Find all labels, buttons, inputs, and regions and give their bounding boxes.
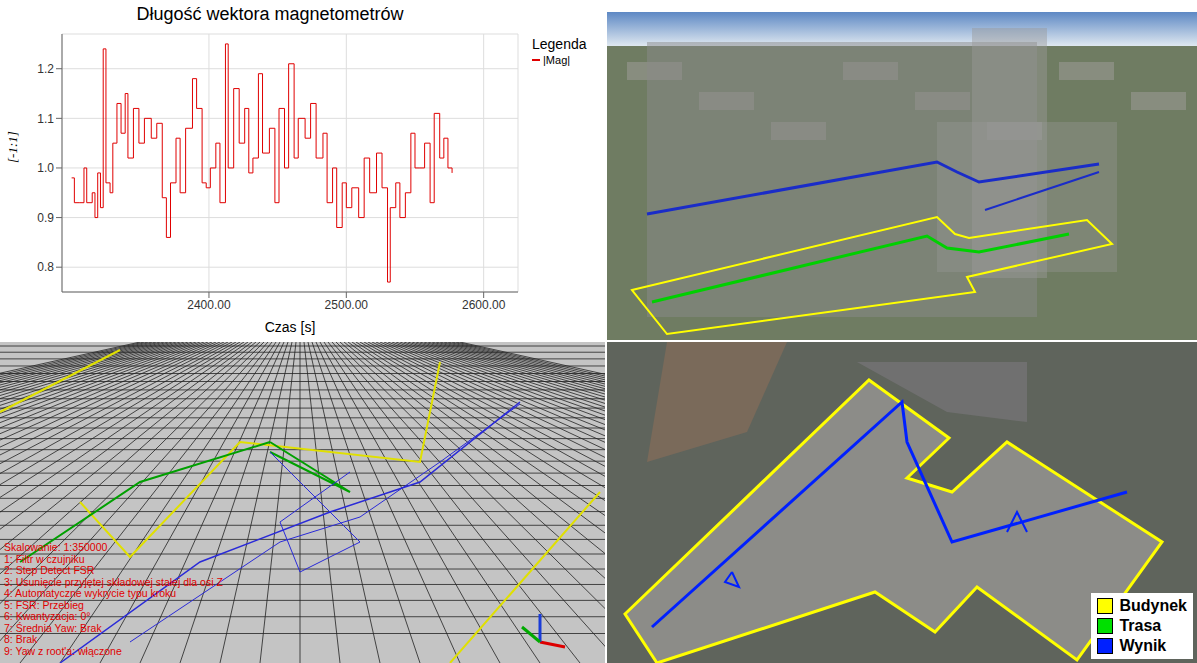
html-text:Wynik: Wynik: [1119, 637, 1167, 654]
html-text:8: Brak: 8: Brak: [4, 633, 38, 645]
html-text:|Mag|: |Mag|: [543, 54, 571, 66]
html-text:9: Yaw z root'a: włączone: 9: Yaw z root'a: włączone: [4, 644, 122, 657]
html-text:7: Średnia Yaw: Brak: 7: Średnia Yaw: Brak: [4, 621, 102, 634]
svg-text:2400.00: 2400.00: [187, 298, 231, 312]
html-text:Długość wektora magnetometrów: Długość wektora magnetometrów: [136, 4, 404, 24]
html-text:3: Usunięcie przyjętej składow: 3: Usunięcie przyjętej składowej stałej …: [4, 575, 223, 588]
svg-text:0.9: 0.9: [37, 211, 54, 225]
html-text:Skalowanie: 1:350000: Skalowanie: 1:350000: [4, 541, 108, 553]
html-text:6: Kwantyzacja: 0°: 6: Kwantyzacja: 0°: [4, 610, 91, 622]
html-text:Legenda: Legenda: [532, 36, 587, 52]
svg-text:[-1:1]: [-1:1]: [5, 131, 20, 163]
html-text:5: FSR: Przebieg: 5: FSR: Przebieg: [4, 598, 84, 611]
svg-text:1.0: 1.0: [37, 161, 54, 175]
svg-text:2600.00: 2600.00: [462, 298, 506, 312]
svg-text:Czas [s]: Czas [s]: [265, 319, 316, 335]
svg-text:1.2: 1.2: [37, 62, 54, 76]
svg-text:0.8: 0.8: [37, 260, 54, 274]
svg-text:1.1: 1.1: [37, 112, 54, 126]
html-text:2: Step Detect FSR: 2: Step Detect FSR: [4, 564, 95, 576]
html-text:Budynek: Budynek: [1119, 597, 1187, 614]
html-text:Trasa: Trasa: [1119, 617, 1162, 634]
html-text:1: Filtr w czujniku: 1: Filtr w czujniku: [4, 552, 85, 565]
html-text:4: Automatyczne wykrycie typu: 4: Automatyczne wykrycie typu kroku: [4, 587, 177, 599]
svg-text:2500.00: 2500.00: [325, 298, 369, 312]
